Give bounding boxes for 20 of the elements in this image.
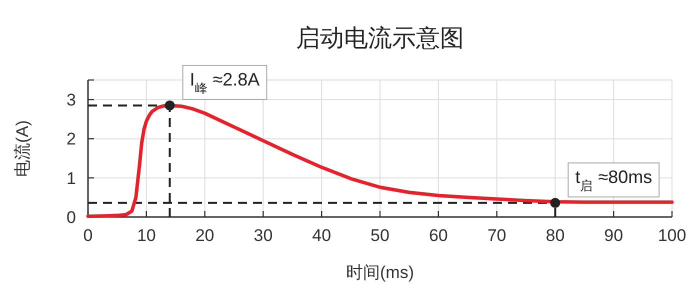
x-tick: 50 <box>370 226 390 245</box>
xlabel: 时间(ms) <box>346 263 414 282</box>
y-tick: 2 <box>66 130 76 149</box>
annotation: t$_{启}$ ≈80ms <box>575 166 652 193</box>
x-tick: 90 <box>604 226 624 245</box>
annotation: I$_{峰}$ ≈2.8A <box>190 69 260 96</box>
x-tick: 40 <box>312 226 332 245</box>
x-tick: 60 <box>428 226 448 245</box>
x-tick: 0 <box>83 226 93 245</box>
ylabel: 电流(A) <box>13 120 32 177</box>
y-tick: 0 <box>66 208 76 227</box>
x-tick: 20 <box>195 226 214 245</box>
x-tick: 70 <box>487 226 506 245</box>
x-tick: 80 <box>546 226 565 245</box>
y-tick: 1 <box>66 168 76 188</box>
x-tick: 100 <box>658 226 686 245</box>
y-tick: 3 <box>66 90 76 110</box>
x-tick: 30 <box>254 226 273 245</box>
title: 启动电流示意图 <box>296 25 464 52</box>
x-tick: 10 <box>136 226 156 245</box>
